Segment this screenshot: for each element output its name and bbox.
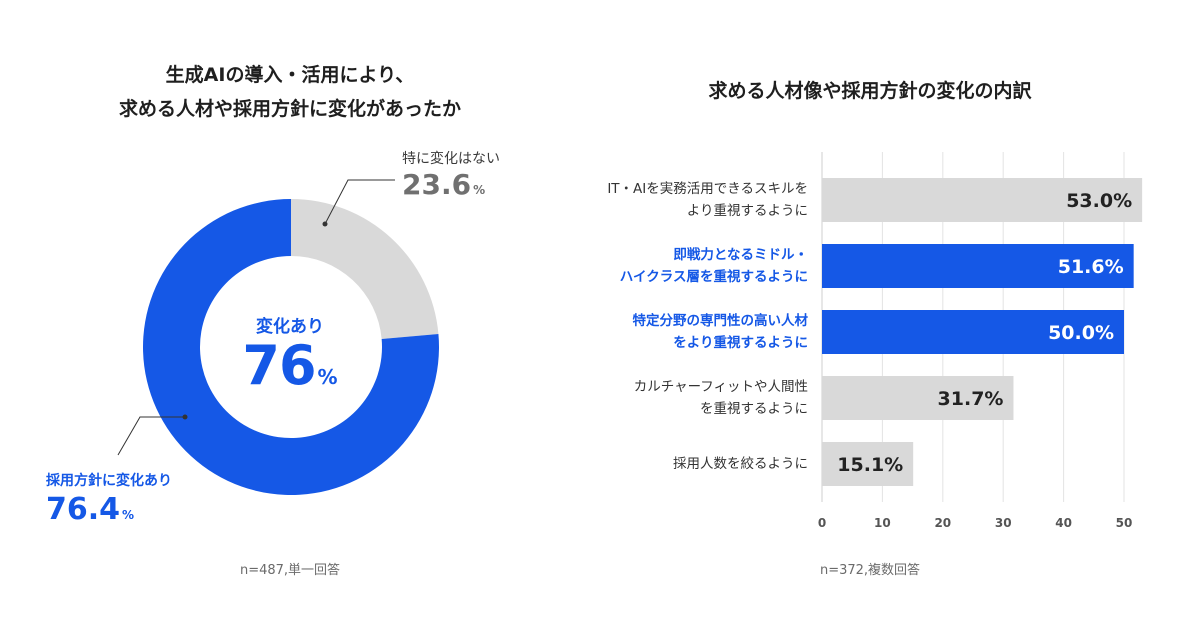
change-label: 採用方針に変化あり (46, 473, 172, 489)
change-value: 76.4% (46, 492, 134, 527)
bar-category-line: 採用人数を絞るように (673, 456, 808, 472)
bar-category-line: を重視するように (700, 401, 808, 417)
no-change-value: 23.6% (402, 168, 485, 201)
bar-category-label-2: 特定分野の専門性の高い人材をより重視するように (548, 310, 809, 354)
change-unit: % (122, 508, 135, 522)
x-tick-label-40: 40 (1055, 516, 1072, 530)
bar-value-label-4: 15.1% (837, 454, 903, 476)
donut-center-value: 76% (205, 334, 375, 397)
no-change-label: 特に変化はない (402, 151, 500, 167)
bar-category-label-1: 即戦力となるミドル・ハイクラス層を重視するように (548, 244, 808, 288)
bar-value-label-1: 51.6% (1058, 256, 1124, 278)
donut-title-line1: 生成AIの導入・活用により、 (165, 64, 415, 86)
bar-category-label-4: 採用人数を絞るように (548, 453, 808, 475)
x-tick-label-0: 0 (818, 516, 826, 530)
bar-0 (822, 178, 1143, 222)
change-leader-dot (182, 414, 188, 420)
no-change-leader-line (324, 179, 395, 225)
bar-chart-title: 求める人材像や採用方針の変化の内訳 (708, 80, 1032, 102)
x-tick-label-20: 20 (934, 516, 951, 530)
bar-category-line: 特定分野の専門性の高い人材 (632, 313, 809, 329)
bar-2 (822, 310, 1124, 354)
bar-category-line: をより重視するように (673, 335, 808, 351)
bar-value-label-0: 53.0% (1066, 190, 1132, 212)
no-change-leader-dot (322, 221, 328, 227)
bar-category-label-0: IT・AIを実務活用できるスキルをより重視するように (548, 178, 808, 222)
donut-slice-1 (143, 199, 439, 495)
bar-category-line: IT・AIを実務活用できるスキルを (607, 181, 808, 197)
donut-center-label: 変化あり (256, 317, 324, 337)
donut-chart-title: 生成AIの導入・活用により、 求める人材や採用方針に変化があったか (40, 58, 540, 126)
x-tick-label-50: 50 (1116, 516, 1133, 530)
change-number: 76.4 (46, 492, 121, 527)
donut-title-line2: 求める人材や採用方針に変化があったか (118, 98, 461, 120)
bar-3 (822, 376, 1014, 420)
donut-sample-note: n=487,単一回答 (239, 563, 341, 578)
bar-sample-note: n=372,複数回答 (819, 563, 921, 578)
bar-value-label-2: 50.0% (1048, 322, 1114, 344)
bar-category-label-3: カルチャーフィットや人間性を重視するように (548, 376, 808, 420)
donut-center-unit: % (317, 365, 338, 389)
bar-category-line: カルチャーフィットや人間性 (633, 379, 808, 395)
bar-value-label-3: 31.7% (938, 388, 1004, 410)
bar-category-line: より重視するように (686, 203, 808, 219)
bar-category-line: 即戦力となるミドル・ (673, 247, 808, 263)
no-change-unit: % (473, 183, 486, 197)
bar-4 (822, 442, 914, 486)
bar-category-line: ハイクラス層を重視するように (619, 269, 808, 285)
donut-slice-0 (291, 199, 439, 340)
donut-chart (117, 179, 439, 495)
bar-1 (822, 244, 1134, 288)
x-tick-label-10: 10 (874, 516, 891, 530)
no-change-number: 23.6 (402, 168, 472, 201)
donut-center-number: 76 (242, 334, 316, 397)
change-leader-line (117, 416, 185, 456)
x-tick-label-30: 30 (995, 516, 1012, 530)
